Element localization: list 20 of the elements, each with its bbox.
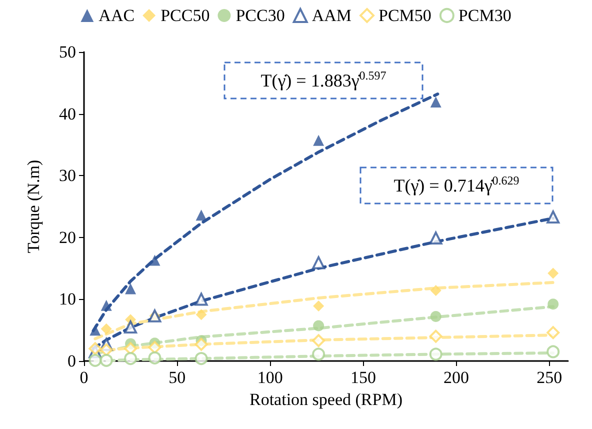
y-tick-label: 30 [59, 166, 76, 186]
x-tick-label: 200 [444, 368, 470, 387]
x-tick-label: 0 [80, 368, 88, 387]
y-tick-label: 50 [59, 42, 76, 62]
legend-label: AAC [98, 6, 135, 25]
legend-label: AAM [312, 6, 352, 25]
x-tick-label: 100 [257, 368, 283, 387]
x-tick-label: 150 [350, 368, 376, 387]
y-tick-label: 0 [68, 352, 76, 370]
y-tick-label: 20 [59, 228, 76, 247]
legend-label: PCM50 [378, 6, 432, 25]
x-axis-title: Rotation speed (RPM) [250, 390, 402, 409]
y-tick-label: 10 [59, 290, 76, 309]
legend-label: PCC50 [160, 6, 210, 25]
legend-label: PCC30 [236, 6, 285, 25]
x-tick-label: 250 [536, 368, 562, 387]
y-axis-title: Torque (N.m) [24, 160, 43, 254]
legend-label: PCM30 [458, 6, 512, 25]
x-tick-label: 50 [168, 368, 186, 387]
y-tick-label: 40 [59, 104, 76, 124]
